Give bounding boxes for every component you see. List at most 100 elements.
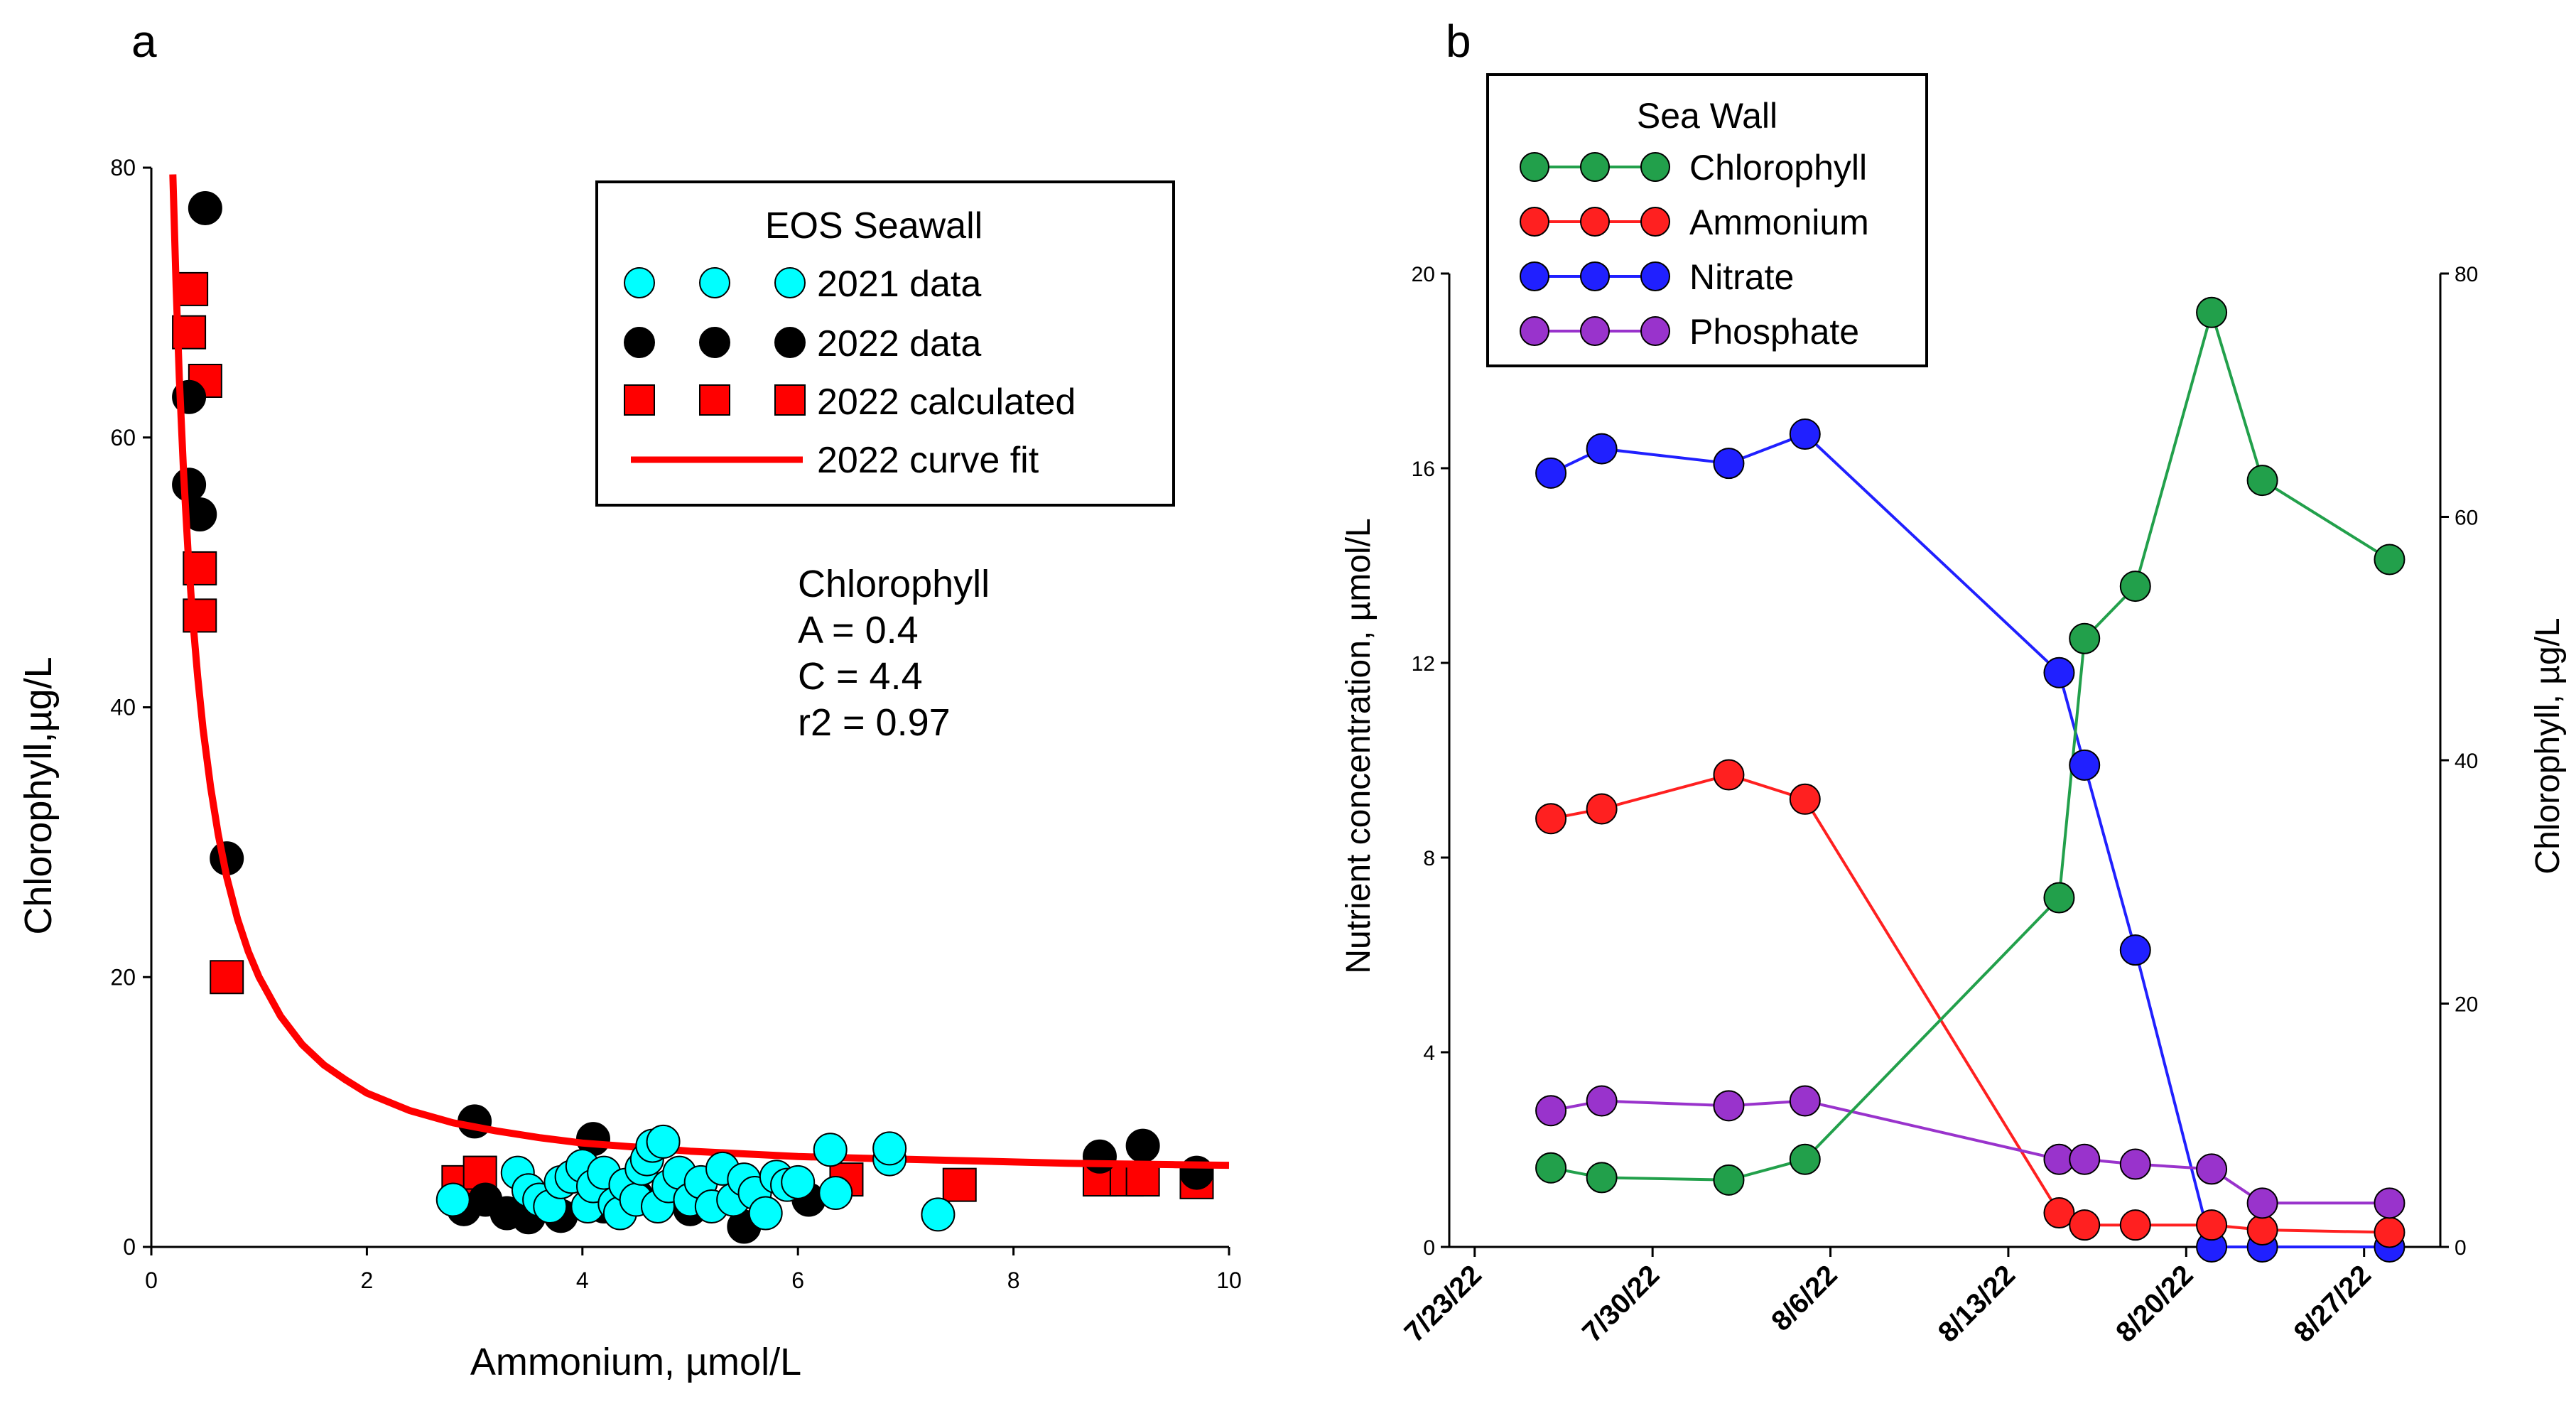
point-chlorophyll bbox=[1535, 1152, 1567, 1184]
panel-b-left-y-axis-title: Nutrient concentration, µmol/L bbox=[1340, 518, 1378, 973]
annotation-line-2: A = 0.4 bbox=[798, 609, 919, 652]
point-ammonium bbox=[1713, 759, 1745, 791]
point-chlorophyll bbox=[1586, 1162, 1618, 1194]
point-chlorophyll bbox=[1713, 1164, 1745, 1196]
panel-b-x-tick-label: 8/20/22 bbox=[2110, 1259, 2199, 1348]
legend-label-2022-calculated: 2022 calculated bbox=[817, 382, 1076, 423]
panel-b-legend: Sea Wall Chlorophyll Ammonium Nitrate Ph… bbox=[1486, 73, 1928, 367]
point-phosphate bbox=[2069, 1143, 2101, 1175]
point-phosphate bbox=[1535, 1095, 1567, 1127]
legend-swatch-2022-calculated bbox=[624, 384, 806, 416]
point-ammonium bbox=[2374, 1216, 2405, 1248]
legend-swatch-phosphate bbox=[1520, 316, 1670, 346]
point-nitrate bbox=[2119, 934, 2151, 966]
point-2022-calculated bbox=[1125, 1162, 1160, 1197]
legend-label-2022-data: 2022 data bbox=[817, 323, 981, 364]
point-chlorophyll bbox=[2196, 296, 2228, 328]
panel-b-x-tick-label: 7/23/22 bbox=[1399, 1259, 1488, 1348]
panel-a-x-tick-label: 2 bbox=[361, 1268, 374, 1293]
panel-b-left-y-tick-label: 8 bbox=[1423, 847, 1435, 870]
panel-b-x-tick-label: 8/6/22 bbox=[1765, 1259, 1844, 1337]
legend-swatch-chlorophyll bbox=[1520, 152, 1670, 182]
point-2021-data bbox=[872, 1131, 907, 1166]
point-2021-data bbox=[818, 1176, 853, 1211]
point-2022-calculated bbox=[210, 960, 244, 995]
legend-swatch-2022-data bbox=[624, 327, 806, 358]
annotation-line-1: Chlorophyll bbox=[798, 563, 990, 605]
point-2021-data bbox=[921, 1197, 956, 1232]
point-phosphate bbox=[2374, 1187, 2405, 1219]
point-ammonium bbox=[2119, 1209, 2151, 1241]
point-chlorophyll bbox=[2043, 882, 2075, 914]
annotation-line-3: C = 4.4 bbox=[798, 655, 923, 698]
panel-b-left-y-tick-label: 12 bbox=[1412, 652, 1435, 676]
point-phosphate bbox=[1586, 1085, 1618, 1117]
panel-b-right-y-tick-label: 80 bbox=[2455, 263, 2478, 286]
legend-label-2021-data: 2021 data bbox=[817, 264, 981, 305]
panel-a-fit-annotation: Chlorophyll A = 0.4 C = 4.4 r2 = 0.97 bbox=[798, 563, 990, 744]
panel-b-left-y-tick-label: 0 bbox=[1423, 1236, 1435, 1260]
panel-a-y-tick-label: 80 bbox=[110, 155, 136, 180]
panel-b-left-y-tick-label: 4 bbox=[1423, 1042, 1435, 1065]
panel-b-left-y-tick-label: 16 bbox=[1412, 458, 1435, 481]
panel-b-right-y-tick-label: 40 bbox=[2455, 750, 2478, 773]
point-2021-data bbox=[813, 1133, 848, 1167]
panel-b-x-tick-label: 7/30/22 bbox=[1576, 1259, 1665, 1348]
legend-label-chlorophyll: Chlorophyll bbox=[1689, 148, 1867, 188]
point-nitrate bbox=[1535, 457, 1567, 489]
panel-a-x-tick-label: 8 bbox=[1007, 1268, 1020, 1293]
point-ammonium bbox=[2069, 1209, 2101, 1241]
panel-a-legend: EOS Seawall 2021 data 2022 data 2022 cal… bbox=[595, 180, 1175, 507]
panel-a-y-tick-label: 20 bbox=[110, 964, 136, 990]
point-nitrate bbox=[1586, 433, 1618, 465]
series-nitrate bbox=[1535, 418, 2405, 1263]
legend-title-sea-wall: Sea Wall bbox=[1637, 96, 1777, 136]
point-ammonium bbox=[2246, 1214, 2278, 1246]
point-ammonium bbox=[2196, 1209, 2228, 1241]
panel-b-right-y-tick-label: 0 bbox=[2455, 1236, 2467, 1260]
panel-a-y-tick-label: 0 bbox=[123, 1234, 136, 1260]
point-2022-data bbox=[172, 468, 207, 502]
panel-b-x-tick-label: 8/13/22 bbox=[1932, 1259, 2021, 1348]
point-phosphate bbox=[2196, 1153, 2228, 1185]
line-ammonium bbox=[1550, 773, 2390, 1234]
panel-a-x-tick-label: 6 bbox=[791, 1268, 804, 1293]
legend-swatch-2021-data bbox=[624, 267, 806, 298]
point-2021-data bbox=[435, 1182, 470, 1217]
panel-a-chart: a 0 2 4 6 8 10 0 20 40 60 80 Ammonium, µmol/L Chlo… bbox=[17, 16, 1242, 1383]
point-nitrate bbox=[1789, 418, 1821, 450]
point-2021-data bbox=[646, 1124, 681, 1159]
point-chlorophyll bbox=[2069, 622, 2101, 654]
point-ammonium bbox=[1586, 793, 1618, 825]
series-chlorophyll bbox=[1535, 296, 2405, 1196]
panel-b-right-y-axis-title: Chlorophyll, µg/L bbox=[2529, 617, 2567, 874]
panel-b-chart: b 0 4 8 12 16 20 0 20 40 60 80 7/23/22 7/30/22 8/6/22… bbox=[1340, 16, 2567, 1349]
legend-label-nitrate: Nitrate bbox=[1689, 257, 1794, 297]
panel-a-y-tick-label: 40 bbox=[110, 695, 136, 720]
point-phosphate bbox=[1789, 1085, 1821, 1117]
point-chlorophyll bbox=[2374, 544, 2405, 576]
legend-label-2022-curve-fit: 2022 curve fit bbox=[817, 440, 1039, 481]
panel-b-right-y-tick-label: 60 bbox=[2455, 507, 2478, 530]
point-2022-data bbox=[1125, 1128, 1160, 1163]
legend-title-eos-seawall: EOS Seawall bbox=[765, 205, 983, 247]
panel-b-left-y-tick-label: 20 bbox=[1412, 263, 1435, 286]
curve-fit-line bbox=[169, 174, 1230, 1169]
panel-a-y-tick-label: 60 bbox=[110, 425, 136, 450]
point-phosphate bbox=[2246, 1187, 2278, 1219]
point-2022-data bbox=[188, 190, 222, 225]
point-chlorophyll bbox=[2119, 571, 2151, 603]
point-ammonium bbox=[1535, 803, 1567, 835]
line-nitrate bbox=[1550, 432, 2390, 1248]
legend-swatch-ammonium bbox=[1520, 207, 1670, 237]
legend-label-ammonium: Ammonium bbox=[1689, 202, 1869, 242]
point-2022-calculated bbox=[942, 1167, 977, 1202]
panel-a-y-axis-title: Chlorophyll,µg/L bbox=[17, 657, 60, 934]
panel-a-x-tick-label: 0 bbox=[145, 1268, 158, 1293]
panel-b-label: b bbox=[1446, 16, 1471, 67]
series-2021-data bbox=[435, 1124, 956, 1232]
point-2021-data bbox=[748, 1196, 783, 1231]
panel-b-right-y-tick-label: 20 bbox=[2455, 993, 2478, 1017]
annotation-line-4: r2 = 0.97 bbox=[798, 701, 951, 744]
point-phosphate bbox=[1713, 1090, 1745, 1122]
